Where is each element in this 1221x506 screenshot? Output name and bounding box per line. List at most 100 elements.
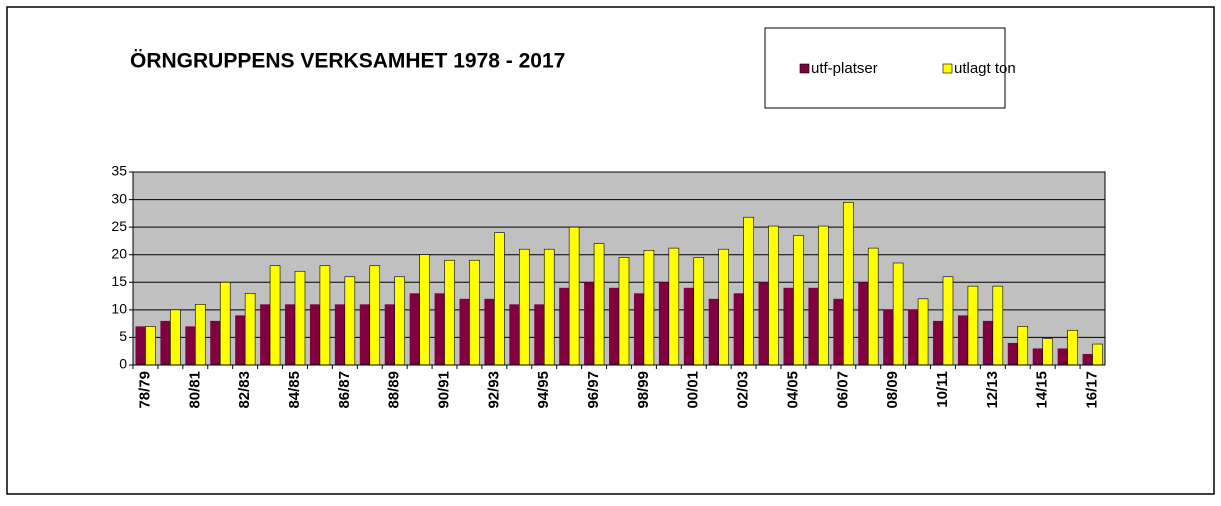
x-tick-label: 02/03 (735, 371, 752, 409)
chart-title: ÖRNGRUPPENS VERKSAMHET 1978 - 2017 (130, 50, 565, 73)
bar (892, 262, 904, 366)
bar (718, 248, 729, 366)
bar (1092, 343, 1103, 366)
bar (1007, 342, 1018, 365)
bar (559, 287, 570, 365)
bar (768, 225, 779, 366)
bar (793, 235, 804, 366)
bar (294, 270, 306, 366)
x-tick-label: 92/93 (485, 371, 502, 409)
x-tick-label: 16/17 (1084, 371, 1101, 409)
legend-swatch (942, 63, 953, 74)
y-tick-label: 25 (111, 218, 127, 234)
bar (1082, 353, 1093, 365)
bar (967, 285, 979, 366)
bar (593, 243, 605, 366)
bar (244, 293, 256, 366)
bar (319, 265, 331, 366)
bar (942, 276, 954, 366)
bar (833, 298, 844, 365)
x-tick-label: 14/15 (1034, 371, 1051, 409)
x-tick-label: 08/09 (884, 371, 901, 409)
x-tick-label: 04/05 (784, 371, 801, 409)
y-tick-label: 30 (111, 190, 127, 206)
bar (858, 282, 869, 365)
bar (867, 247, 879, 366)
bar (633, 293, 644, 365)
bar (185, 326, 196, 365)
bar (469, 259, 480, 366)
x-tick-label: 80/81 (186, 371, 203, 409)
bar (543, 248, 555, 366)
y-tick-label: 0 (119, 356, 127, 372)
x-tick-label: 98/99 (635, 371, 652, 409)
bar (1067, 329, 1078, 366)
bar (982, 320, 993, 365)
bar (683, 287, 694, 365)
bar (917, 298, 929, 366)
bar (160, 320, 171, 365)
legend-label: utlagt ton (954, 60, 1016, 77)
bar (145, 326, 156, 366)
bar (609, 287, 619, 365)
bar (509, 304, 520, 365)
bar (1032, 348, 1043, 365)
bar (285, 304, 295, 365)
bar (534, 304, 545, 365)
bar (210, 320, 221, 365)
bar (818, 225, 829, 366)
x-tick-label: 94/95 (535, 371, 552, 409)
bar (1042, 338, 1053, 366)
bar (883, 309, 894, 365)
bar (908, 309, 919, 365)
y-tick-label: 20 (111, 245, 127, 261)
bar (758, 282, 769, 365)
bar (808, 287, 819, 365)
bar (693, 257, 705, 366)
bar (783, 287, 794, 365)
bar (494, 232, 505, 366)
bar (584, 282, 595, 365)
legend-label: utf-platser (811, 60, 878, 77)
bar (519, 248, 530, 366)
bar (1057, 348, 1068, 365)
bar (219, 281, 231, 366)
bar (419, 254, 430, 366)
bar (235, 315, 246, 365)
bar (658, 282, 669, 365)
y-tick-label: 35 (111, 163, 127, 179)
x-tick-label: 90/91 (436, 371, 453, 409)
y-tick-label: 10 (111, 301, 127, 317)
bar (668, 247, 680, 366)
bar (394, 276, 405, 366)
x-tick-label: 86/87 (336, 371, 353, 409)
bar (1017, 326, 1029, 366)
bar (359, 304, 370, 365)
bar (708, 298, 719, 365)
x-tick-label: 84/85 (286, 371, 303, 409)
bar (743, 216, 754, 366)
bar (568, 226, 580, 366)
bar (957, 315, 968, 365)
y-tick-label: 5 (119, 328, 127, 344)
bar (733, 293, 744, 365)
bar (260, 304, 271, 365)
bar (484, 298, 495, 365)
x-tick-label: 00/01 (685, 371, 702, 409)
bar (195, 304, 206, 366)
bar (369, 265, 381, 366)
x-tick-label: 06/07 (834, 371, 851, 409)
bar (992, 285, 1004, 366)
bar (933, 320, 943, 365)
x-tick-label: 12/13 (984, 371, 1001, 409)
bar (409, 293, 420, 365)
bar (269, 265, 281, 366)
bar (618, 257, 630, 366)
bar (643, 250, 655, 366)
x-tick-label: 78/79 (136, 371, 153, 409)
bar (309, 304, 320, 365)
x-tick-label: 88/89 (386, 371, 403, 409)
bar (843, 202, 854, 366)
x-tick-label: 10/11 (934, 371, 951, 408)
bar (459, 298, 470, 365)
